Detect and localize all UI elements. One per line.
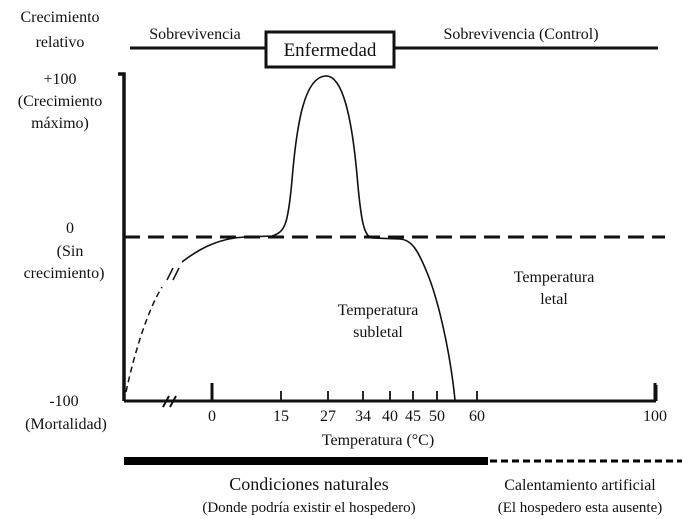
growth-curve	[181, 75, 456, 401]
lethal-label-2: letal	[540, 291, 568, 308]
lethal-label-1: Temperatura	[514, 269, 595, 286]
y-axis-title-2: relativo	[36, 34, 85, 51]
x-tick-label: 34	[355, 408, 371, 425]
x-tick-label: 27	[320, 408, 336, 425]
survival-label: Sobrevivencia	[149, 26, 241, 43]
y-top-desc-2: máximo)	[31, 115, 89, 132]
x-tick-label: 100	[643, 408, 667, 425]
natural-conditions-sub: (Donde podría existir el hospedero)	[202, 500, 415, 516]
artificial-heating-sub: (El hospedero esta ausente)	[498, 500, 663, 516]
x-ticks: 0 15 27 34 40 45 50 60 100	[208, 383, 667, 425]
survival-control-label: Sobrevivencia (Control)	[443, 26, 598, 43]
y-bottom-value: -100	[49, 393, 78, 410]
sublethal-label-2: subletal	[353, 324, 403, 341]
x-tick-label: 45	[405, 408, 421, 425]
disease-box	[264, 30, 396, 69]
y-bottom-desc: (Mortalidad)	[25, 416, 107, 433]
x-tick-label: 40	[382, 408, 398, 425]
x-axis-label: Temperatura (°C)	[322, 432, 434, 449]
y-top-desc-1: (Crecimiento	[18, 93, 102, 110]
y-mid-value: 0	[66, 220, 74, 237]
axis-break-mark	[162, 395, 177, 408]
natural-conditions-title: Condiciones naturales	[229, 474, 388, 494]
x-tick-label: 50	[429, 408, 445, 425]
growth-curve-dashed	[125, 286, 163, 393]
artificial-heating-title: Calentamiento artificial	[504, 477, 656, 494]
y-axis	[118, 72, 126, 401]
sublethal-label-1: Temperatura	[338, 302, 419, 319]
y-mid-desc-1: (Sin	[57, 243, 84, 260]
disease-label: Enfermedad	[284, 40, 377, 61]
x-tick-label: 15	[273, 408, 289, 425]
x-tick-label: 0	[208, 408, 216, 425]
y-mid-desc-2: crecimiento)	[24, 265, 105, 282]
y-top-value: +100	[43, 71, 76, 88]
x-tick-label: 60	[469, 408, 485, 425]
curve-break-mark	[166, 267, 180, 281]
y-axis-title-1: Crecimiento	[20, 9, 99, 26]
